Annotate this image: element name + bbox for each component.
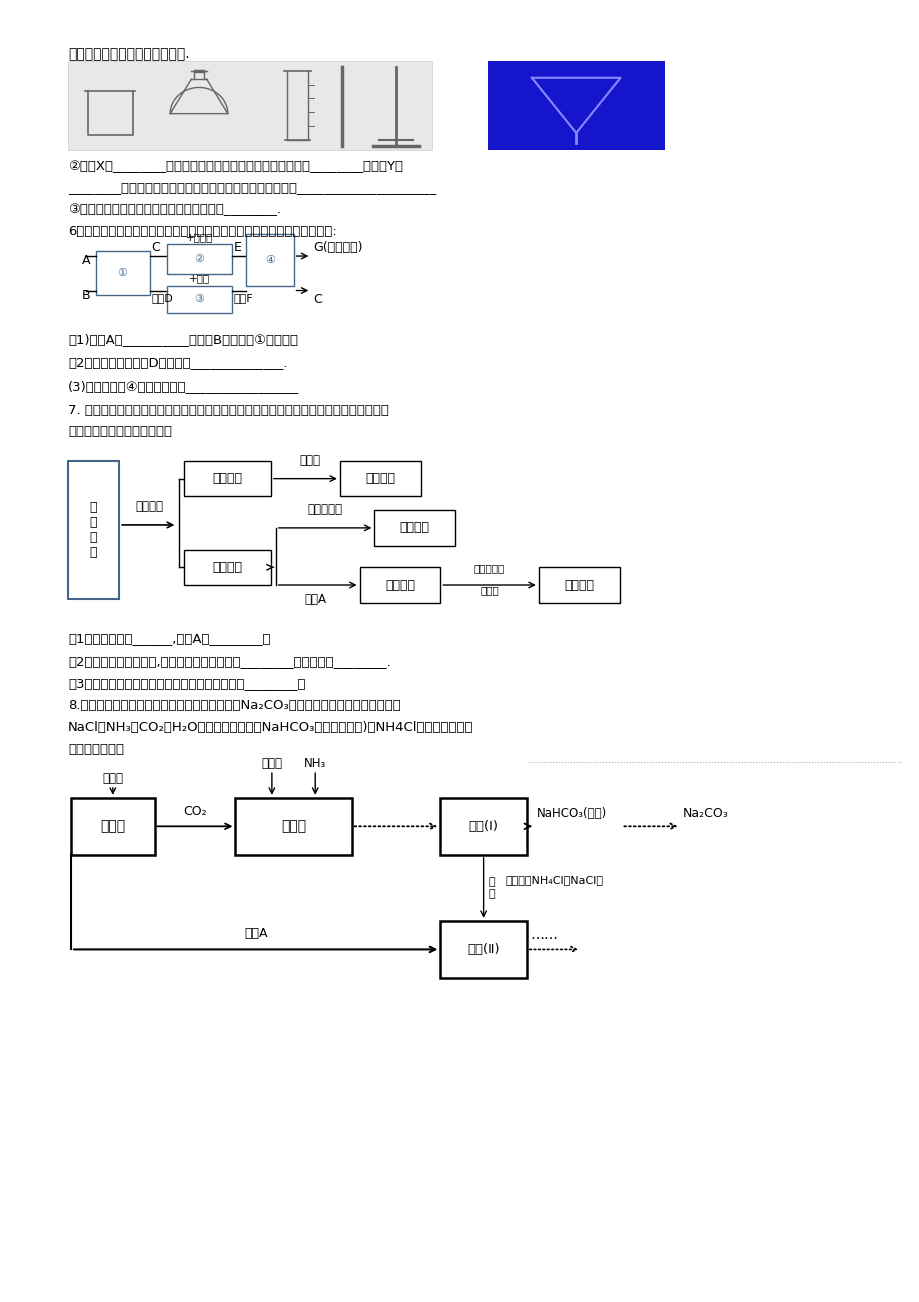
Text: 氯化钡溶液: 氯化钡溶液 xyxy=(307,503,342,516)
Text: （1)物质A是__________，物质B在反应中①的作用是: （1)物质A是__________，物质B在反应中①的作用是 xyxy=(68,333,298,346)
Text: NH₃: NH₃ xyxy=(304,758,326,771)
Bar xyxy=(539,568,618,603)
Text: ①: ① xyxy=(118,268,128,279)
Bar xyxy=(339,461,420,496)
Text: CO₂: CO₂ xyxy=(183,806,207,819)
Bar xyxy=(440,798,527,855)
Text: NaCl、NH₃、CO₂和H₂O尽可能多地转化成NaHCO₃（固体沉淀物)和NH4Cl（溶液）。主要: NaCl、NH₃、CO₂和H₂O尽可能多地转化成NaHCO₃（固体沉淀物)和NH… xyxy=(68,721,473,734)
Bar xyxy=(359,568,440,603)
Text: 溶液然后进行如下鉴别实验：: 溶液然后进行如下鉴别实验： xyxy=(68,426,172,439)
Text: 硝酸银溶液: 硝酸银溶液 xyxy=(473,564,505,573)
Text: NaHCO₃(固体): NaHCO₃(固体) xyxy=(537,807,607,820)
Text: C: C xyxy=(152,241,160,254)
Text: 煅烧炉: 煅烧炉 xyxy=(100,819,125,833)
Text: （主要含NH₄Cl、NaCl）: （主要含NH₄Cl、NaCl） xyxy=(505,875,603,885)
Text: 沉淀池: 沉淀池 xyxy=(280,819,306,833)
Text: 7. 某白色固体可能含氯化钠。硫酸钠。碳酸钠。硝酸钾一种或几种，现将固体溶于水配成: 7. 某白色固体可能含氯化钠。硫酸钠。碳酸钠。硝酸钾一种或几种，现将固体溶于水配… xyxy=(68,404,389,417)
Text: 白色沉淀: 白色沉淀 xyxy=(563,578,594,591)
Text: 石灰水: 石灰水 xyxy=(300,454,321,467)
Text: 食盐水: 食盐水 xyxy=(261,758,282,771)
Text: 白色沉淀: 白色沉淀 xyxy=(399,521,429,534)
Text: B: B xyxy=(82,289,90,302)
Text: 气体D: 气体D xyxy=(152,293,174,303)
Text: Na₂CO₃: Na₂CO₃ xyxy=(682,807,728,820)
Bar xyxy=(68,61,432,150)
Bar xyxy=(96,251,150,296)
Text: ②: ② xyxy=(194,254,204,264)
Text: （3）请你设计实验对可能存在的物质继续鉴别：________。: （3）请你设计实验对可能存在的物质继续鉴别：________。 xyxy=(68,677,305,690)
Text: ④: ④ xyxy=(265,255,275,266)
Text: 母
液: 母 液 xyxy=(488,878,494,898)
Text: A: A xyxy=(82,254,90,267)
Bar xyxy=(184,461,270,496)
Text: ________，利用其除去铜中杂质，有关反应的化学方程式为_____________________: ________，利用其除去铜中杂质，有关反应的化学方程式为__________… xyxy=(68,181,436,194)
Bar xyxy=(487,61,664,150)
Text: ②金属X是________，其加入废水后发生反应的化学方程式为________；溶液Y是: ②金属X是________，其加入废水后发生反应的化学方程式为________；… xyxy=(68,160,403,173)
Text: 设备(Ⅱ): 设备(Ⅱ) xyxy=(467,943,499,956)
Bar xyxy=(71,798,154,855)
Text: 8.工业上可以用食盐和石灰石为原料制取纯碱（Na₂CO₃），生产的关键是在沉淀池中让: 8.工业上可以用食盐和石灰石为原料制取纯碱（Na₂CO₃），生产的关键是在沉淀池… xyxy=(68,699,401,712)
Bar xyxy=(167,245,232,273)
Text: E: E xyxy=(233,241,241,254)
Text: 石灰石: 石灰石 xyxy=(102,772,123,785)
Text: （1）无色气体是______,操作A是________。: （1）无色气体是______,操作A是________。 xyxy=(68,633,270,646)
Text: （2）实验室检验气体D的方法是______________.: （2）实验室检验气体D的方法是______________. xyxy=(68,357,288,370)
Bar xyxy=(184,549,270,585)
Bar xyxy=(68,461,119,599)
Text: G(白色沉淀): G(白色沉淀) xyxy=(312,241,362,254)
Text: +木炭: +木炭 xyxy=(188,273,210,284)
Bar xyxy=(374,510,455,546)
Bar xyxy=(235,798,351,855)
Text: 无色气体: 无色气体 xyxy=(212,473,243,486)
Text: 操作A: 操作A xyxy=(304,592,326,605)
Bar xyxy=(167,285,232,314)
Text: 固体A: 固体A xyxy=(244,927,267,940)
Text: ③从滤液中获取硫酸亚铁晶体的操作方法是________.: ③从滤液中获取硫酸亚铁晶体的操作方法是________. xyxy=(68,203,280,216)
Text: 过量盐酸: 过量盐酸 xyxy=(135,500,163,513)
Text: +生石灰: +生石灰 xyxy=(186,232,213,242)
Text: C: C xyxy=(312,293,322,306)
Text: 无
色
溶
液: 无 色 溶 液 xyxy=(90,501,97,559)
Text: 生产流程如下：: 生产流程如下： xyxy=(68,742,124,755)
Text: 稀硝酸: 稀硝酸 xyxy=(480,585,498,595)
Text: (3)请写出反应④的化学方程式_________________: (3)请写出反应④的化学方程式_________________ xyxy=(68,380,299,393)
Text: 设备(Ⅰ): 设备(Ⅰ) xyxy=(468,820,498,833)
Text: 无色溶液: 无色溶液 xyxy=(212,561,243,574)
Text: （2）通过以上实验可知,该白色固体中一定含有________，可能含有________.: （2）通过以上实验可知,该白色固体中一定含有________，可能含有_____… xyxy=(68,655,391,668)
Text: 气体F: 气体F xyxy=(233,293,253,303)
Text: ③: ③ xyxy=(194,294,204,305)
Bar xyxy=(246,234,293,285)
Text: 6．下面是几种常见的转化关系图（假设各反应均完全）。请回答下列问题:: 6．下面是几种常见的转化关系图（假设各反应均完全）。请回答下列问题: xyxy=(68,224,336,237)
Text: ……: …… xyxy=(529,927,557,941)
Bar xyxy=(440,921,527,978)
Text: 无色溶液: 无色溶液 xyxy=(384,578,414,591)
Text: 合适仪器，并用仪器名称填写）.: 合适仪器，并用仪器名称填写）. xyxy=(68,47,189,61)
Text: 白色沉淀: 白色沉淀 xyxy=(365,473,395,486)
